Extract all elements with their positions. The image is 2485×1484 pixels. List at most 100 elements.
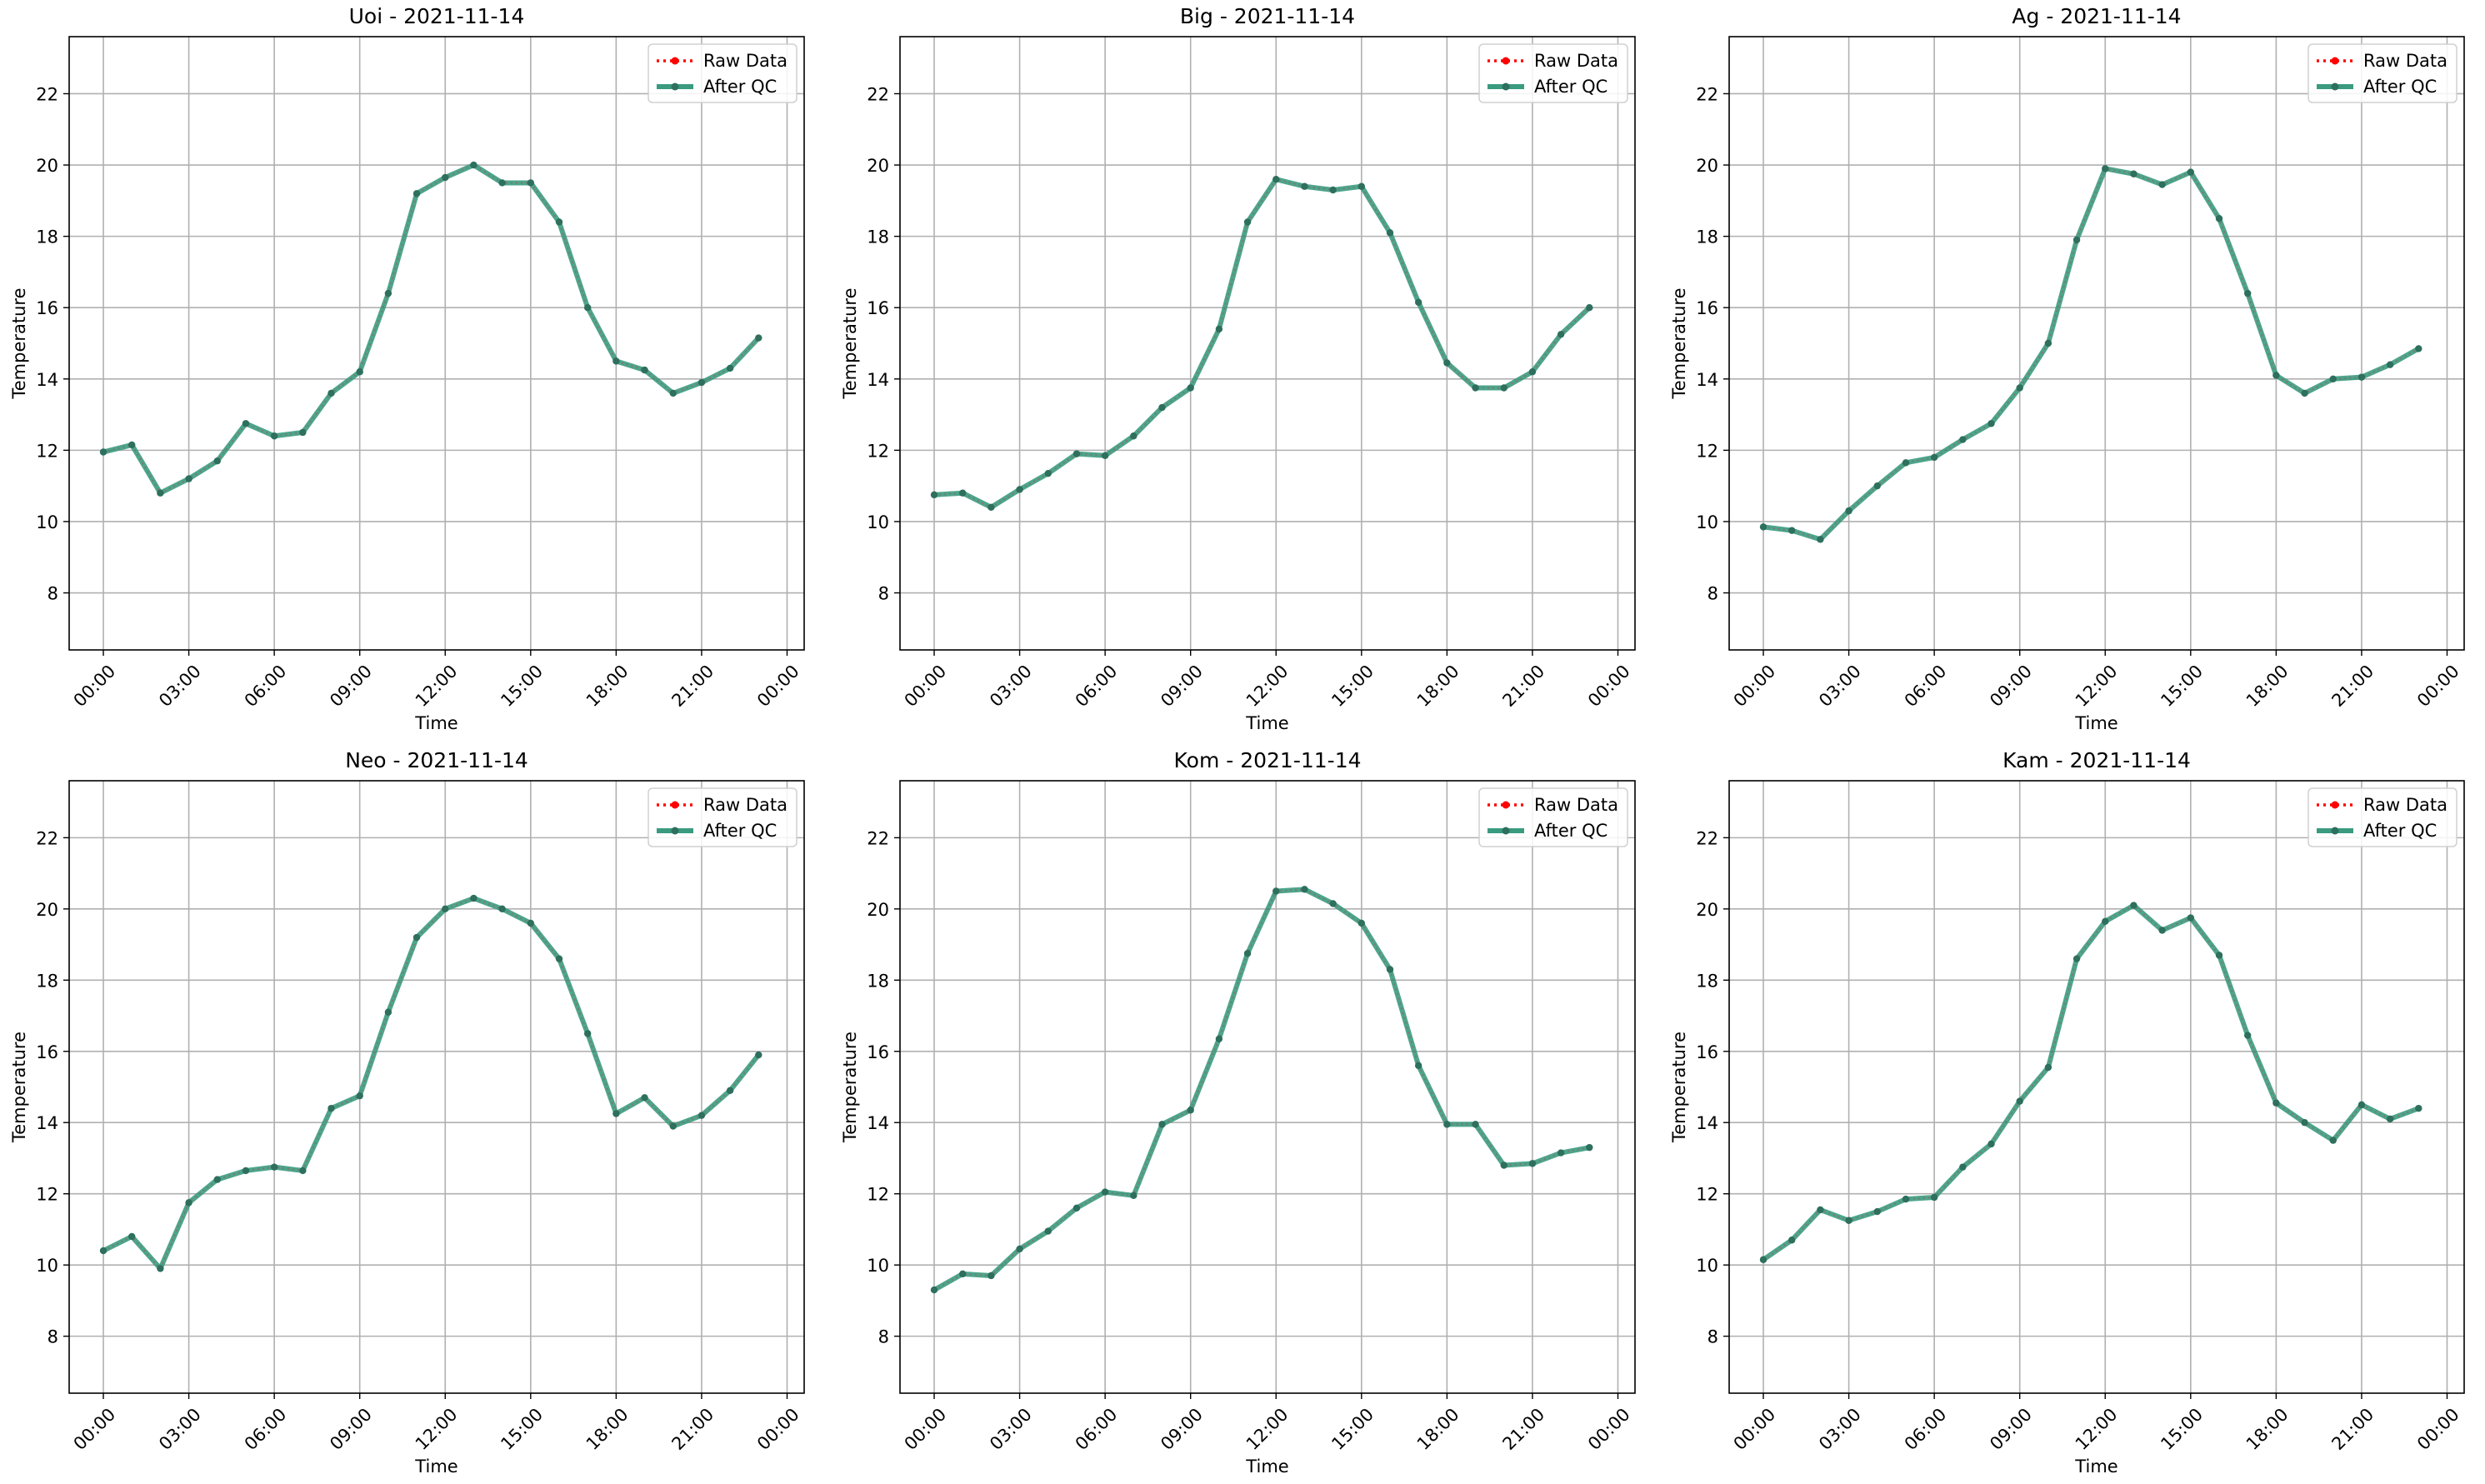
- data-point: [1016, 486, 1023, 493]
- chart-title: Ag - 2021-11-14: [2012, 4, 2181, 28]
- legend-marker-raw-data: [2331, 57, 2339, 65]
- series-line-after-qc: [933, 177, 1592, 510]
- y-tick-label: 12: [36, 1185, 58, 1205]
- series-line-raw-data: [1762, 904, 2419, 1261]
- x-tick-label: 00:00: [70, 661, 120, 711]
- y-tick-label: 22: [36, 84, 58, 104]
- data-point: [1930, 453, 1938, 462]
- chart-title: Big - 2021-11-14: [1180, 4, 1355, 28]
- data-point: [442, 173, 449, 182]
- data-point: [1443, 359, 1451, 367]
- data-point: [1988, 1140, 1995, 1148]
- x-tick-label: 18:00: [582, 661, 632, 711]
- data-point: [242, 1167, 250, 1175]
- legend: Raw Data After QC: [2308, 43, 2458, 103]
- data-point: [1386, 966, 1394, 973]
- data-point: [1930, 1193, 1938, 1202]
- chart-title: Kam - 2021-11-14: [2002, 748, 2191, 772]
- x-tick-label: 15:00: [1328, 1404, 1378, 1454]
- axes-frame: [68, 36, 805, 651]
- y-tick-label: 8: [48, 1327, 58, 1347]
- series-line-after-qc: [1762, 902, 2420, 1262]
- data-point: [1873, 482, 1881, 490]
- subplot-5: 8 10 12 14 16 18 20 22 00:00 03:00 06:00 09:00 12:00…: [1669, 748, 2465, 1477]
- data-point: [1101, 452, 1109, 459]
- data-point: [2016, 384, 2023, 392]
- data-point: [2386, 361, 2394, 368]
- data-point: [2158, 927, 2166, 934]
- data-point: [470, 161, 478, 169]
- data-point: [412, 933, 421, 942]
- x-tick-label: 03:00: [1815, 661, 1865, 711]
- data-point: [2329, 375, 2337, 382]
- legend-label-raw-data: Raw Data: [703, 51, 788, 71]
- legend-marker-after-qc: [1502, 82, 1510, 91]
- x-tick-label: 12:00: [412, 661, 462, 711]
- data-point: [1301, 182, 1308, 190]
- subplot-1: 8 10 12 14 16 18 20 22 00:00 03:00 06:00 09:00 12:00…: [840, 4, 1636, 733]
- data-point: [698, 1112, 706, 1119]
- data-point: [157, 489, 164, 497]
- series-line-raw-data: [933, 888, 1590, 1291]
- legend: Raw Data After QC: [1478, 43, 1628, 103]
- grid: [1729, 781, 2464, 1393]
- x-tick-label: 00:00: [1584, 1404, 1634, 1454]
- x-tick-label: 00:00: [1584, 661, 1634, 711]
- axes-frame: [899, 780, 1636, 1394]
- data-point: [930, 1286, 938, 1294]
- x-tick-label: 18:00: [2242, 661, 2292, 711]
- legend: Raw Data After QC: [648, 43, 798, 103]
- data-point: [1472, 384, 1479, 392]
- data-point: [2301, 389, 2308, 397]
- x-tick-label: 00:00: [753, 661, 803, 711]
- data-point: [1329, 186, 1337, 194]
- y-axis-label: Temperature: [9, 1032, 29, 1143]
- series-line-after-qc: [932, 887, 1590, 1292]
- data-point: [2072, 236, 2081, 244]
- data-point: [930, 491, 938, 499]
- data-point: [1158, 1121, 1166, 1128]
- y-tick-label: 12: [867, 1185, 889, 1205]
- subplot-2: 8 10 12 14 16 18 20 22 00:00 03:00 06:00 09:00 12:00…: [1669, 4, 2465, 733]
- data-point: [270, 432, 278, 440]
- legend-label-after-qc: After QC: [2363, 821, 2437, 841]
- series-line-raw-data: [102, 163, 760, 495]
- x-tick-label: 06:00: [241, 661, 291, 711]
- data-point: [185, 1199, 192, 1207]
- x-tick-label: 12:00: [2072, 661, 2122, 711]
- data-point: [242, 420, 250, 427]
- data-point: [356, 1092, 363, 1100]
- data-point: [1130, 1192, 1138, 1200]
- data-point: [1788, 527, 1796, 534]
- y-tick-label: 14: [867, 370, 889, 390]
- y-tick-label: 18: [867, 227, 889, 247]
- data-point: [2386, 1115, 2394, 1123]
- data-point: [1959, 1163, 1967, 1171]
- data-point: [1759, 523, 1768, 531]
- x-tick-label: 15:00: [497, 1404, 547, 1454]
- legend-marker-after-qc: [2331, 82, 2339, 91]
- data-point: [669, 389, 677, 397]
- data-point: [384, 289, 392, 297]
- legend-label-raw-data: Raw Data: [2363, 795, 2448, 815]
- series-line-after-qc: [102, 162, 761, 496]
- y-axis-label: Temperature: [840, 287, 860, 399]
- y-tick-label: 18: [36, 971, 58, 991]
- subplot-0: 8 10 12 14 16 18 20 22 00:00 03:00 06:00 09:00 12:00…: [9, 4, 805, 733]
- data-point: [1301, 886, 1308, 893]
- data-point: [527, 179, 535, 187]
- grid: [900, 781, 1635, 1393]
- subplot-4: 8 10 12 14 16 18 20 22 00:00 03:00 06:00 09:00 12:00…: [840, 748, 1636, 1477]
- data-point: [2158, 181, 2166, 188]
- data-point: [498, 905, 506, 913]
- y-tick-label: 20: [1696, 156, 1718, 176]
- data-point: [1044, 1227, 1052, 1235]
- y-axis-label: Temperature: [1669, 287, 1689, 399]
- data-point: [412, 190, 421, 197]
- x-tick-label: 21:00: [2328, 661, 2378, 711]
- series-line-raw-data: [102, 897, 760, 1271]
- x-axis-label: Time: [414, 1457, 458, 1477]
- x-tick-label: 09:00: [326, 1404, 376, 1454]
- data-point: [1528, 368, 1537, 376]
- x-tick-label: 15:00: [497, 661, 547, 711]
